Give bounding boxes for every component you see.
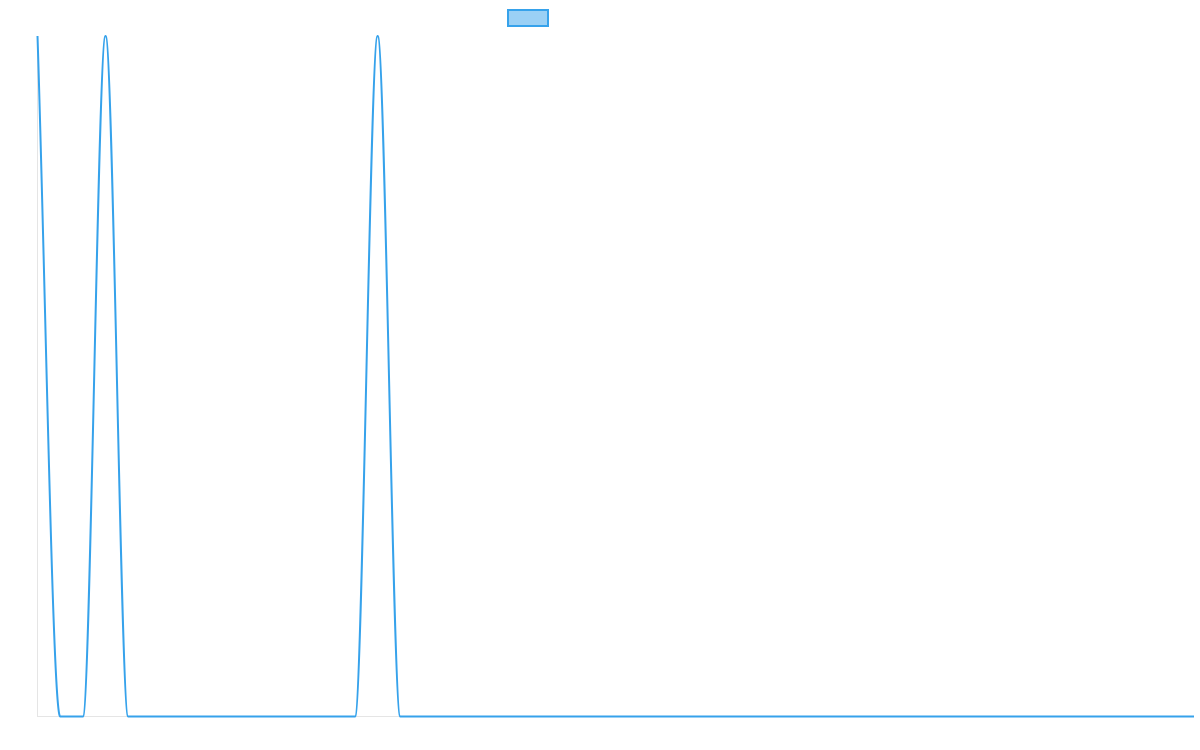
legend-swatch[interactable] [507, 9, 549, 27]
series-group [36, 34, 1195, 718]
legend[interactable] [507, 9, 549, 27]
series-line-0[interactable] [36, 34, 1195, 718]
axes [37, 36, 1194, 717]
